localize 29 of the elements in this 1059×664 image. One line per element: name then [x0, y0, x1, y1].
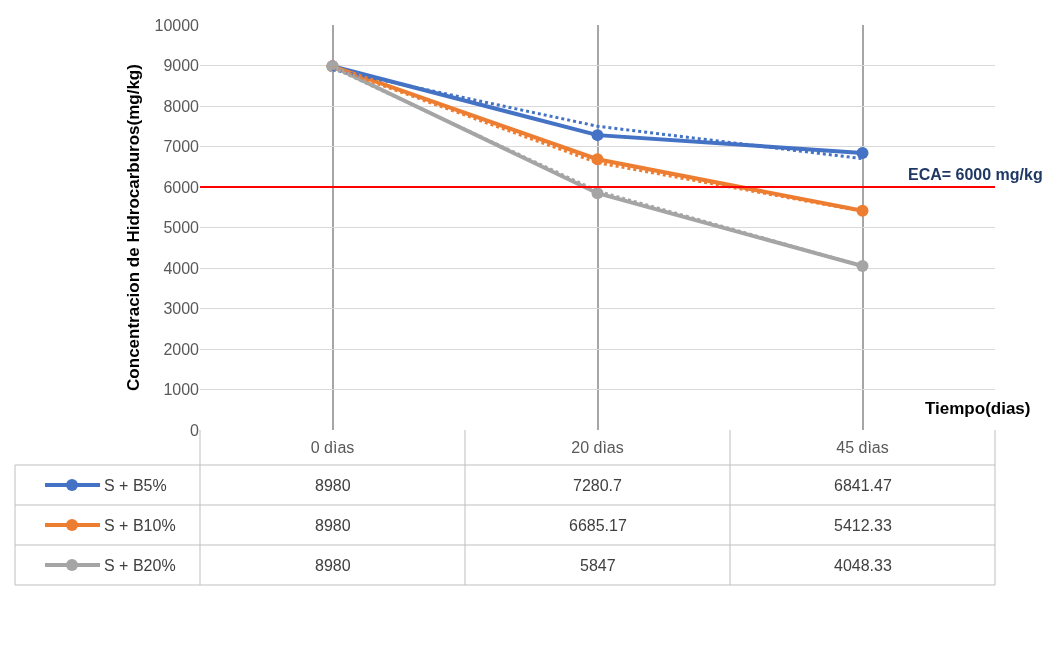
x-tick-label: 0 dìas: [310, 439, 355, 456]
y-tick-label: 2000: [163, 340, 200, 358]
data-label: 6685.17: [569, 517, 627, 534]
y-axis-title: Concentracion de Hidrocarburos(mg/kg): [124, 64, 144, 391]
data-label: 5412.33: [834, 517, 892, 534]
y-tick-label: 4000: [163, 259, 200, 277]
legend-label: S + B10%: [104, 517, 176, 534]
x-tick-label: 20 dìas: [571, 439, 624, 456]
x-tick-label: 45 dìas: [836, 439, 889, 456]
legend-label: S + B20%: [104, 557, 176, 574]
data-label: 6841.47: [834, 477, 892, 494]
legend-label: S + B5%: [104, 477, 167, 494]
y-tick-label: 1000: [163, 381, 200, 399]
y-tick-label: 3000: [163, 300, 200, 318]
x-axis-title: Tiempo(dias): [925, 399, 1031, 418]
data-label: 4048.33: [834, 557, 892, 574]
y-tick-label: 0: [190, 421, 200, 439]
y-tick-label: 10000: [154, 16, 200, 34]
data-label: 8980: [315, 477, 351, 494]
data-label: 8980: [315, 557, 351, 574]
y-tick-label: 6000: [163, 178, 200, 196]
y-tick-label: 9000: [163, 57, 200, 75]
data-label: 7280.7: [573, 477, 623, 494]
data-label: 5847: [580, 557, 616, 574]
y-tick-label: 5000: [163, 219, 200, 237]
y-tick-label: 8000: [163, 97, 200, 115]
data-label: 8980: [315, 517, 351, 534]
y-tick-label: 7000: [163, 138, 200, 156]
ref-line-label: ECA= 6000 mg/kg: [908, 166, 1043, 183]
